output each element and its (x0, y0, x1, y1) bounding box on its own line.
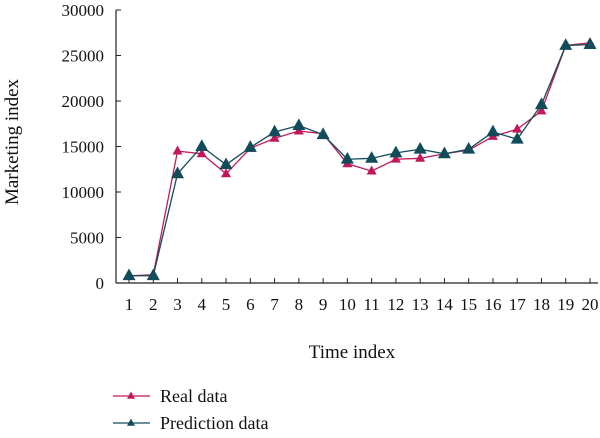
x-tick-label: 3 (173, 295, 182, 314)
x-tick-label: 2 (149, 295, 158, 314)
data-point-marker (534, 97, 548, 110)
x-tick-label: 6 (246, 295, 255, 314)
x-tick-label: 14 (436, 295, 454, 314)
x-tick-label: 13 (412, 295, 429, 314)
series-1 (122, 37, 597, 281)
data-point-marker (559, 38, 573, 50)
data-point-marker (462, 141, 476, 154)
data-point-marker (390, 153, 401, 163)
data-point-marker (219, 157, 233, 170)
data-point-marker (389, 145, 403, 158)
x-tick-label: 7 (270, 295, 279, 314)
legend-label: Real data (160, 386, 227, 406)
legend: Real data Prediction data (113, 386, 268, 433)
y-tick-label: 20000 (62, 92, 105, 111)
x-tick-label: 17 (509, 295, 527, 314)
data-point-marker (510, 131, 524, 144)
series-line (129, 43, 591, 277)
series-layer (122, 37, 597, 281)
y-axis-label: Marketing index (2, 78, 23, 205)
x-tick-label: 8 (295, 295, 304, 314)
data-point-marker (365, 151, 379, 163)
data-point-marker (415, 152, 426, 162)
y-tick-label: 15000 (62, 138, 105, 157)
data-point-marker (122, 268, 136, 281)
x-tick-label: 4 (198, 295, 207, 314)
data-point-marker (437, 146, 451, 159)
data-point-marker (583, 37, 597, 50)
x-tick-label: 20 (582, 295, 599, 314)
x-tick-label: 18 (533, 295, 550, 314)
y-tick-label: 10000 (62, 183, 105, 202)
x-tick-label: 1 (125, 295, 134, 314)
data-point-marker (340, 151, 354, 164)
legend-marker (127, 391, 135, 399)
axes (115, 10, 598, 284)
data-point-marker (486, 124, 500, 137)
x-tick-label: 12 (387, 295, 404, 314)
y-tick-label: 25000 (62, 47, 105, 66)
y-axis-ticks: 0 5000 10000 15000 20000 25000 30000 (62, 1, 121, 293)
y-tick-label: 30000 (62, 1, 105, 20)
data-point-marker (292, 118, 306, 131)
y-tick-label: 0 (96, 274, 105, 293)
data-point-marker (366, 165, 377, 175)
y-tick-label: 5000 (70, 229, 104, 248)
x-tick-label: 11 (363, 295, 379, 314)
data-point-marker (172, 145, 183, 155)
x-tick-label: 15 (460, 295, 477, 314)
legend-label: Prediction data (160, 413, 268, 433)
data-point-marker (196, 148, 207, 158)
data-point-marker (268, 124, 282, 137)
data-point-marker (195, 139, 209, 151)
data-point-marker (316, 127, 330, 140)
x-tick-label: 16 (484, 295, 501, 314)
data-point-marker (171, 166, 185, 179)
x-tick-label: 10 (339, 295, 356, 314)
data-point-marker (221, 168, 232, 178)
legend-marker (127, 418, 135, 426)
x-tick-label: 9 (319, 295, 328, 314)
data-point-marker (536, 105, 547, 115)
data-point-marker (512, 123, 523, 133)
data-point-marker (413, 141, 427, 154)
x-tick-label: 19 (557, 295, 574, 314)
x-axis-label: Time index (309, 342, 396, 363)
data-point-marker (146, 268, 160, 281)
x-tick-label: 5 (222, 295, 231, 314)
x-axis-ticks: 1 2 3 4 5 6 7 8 9 10 11 12 13 14 15 16 17 18 19 20 (125, 278, 599, 314)
data-point-marker (269, 132, 280, 142)
data-point-marker (243, 140, 257, 152)
